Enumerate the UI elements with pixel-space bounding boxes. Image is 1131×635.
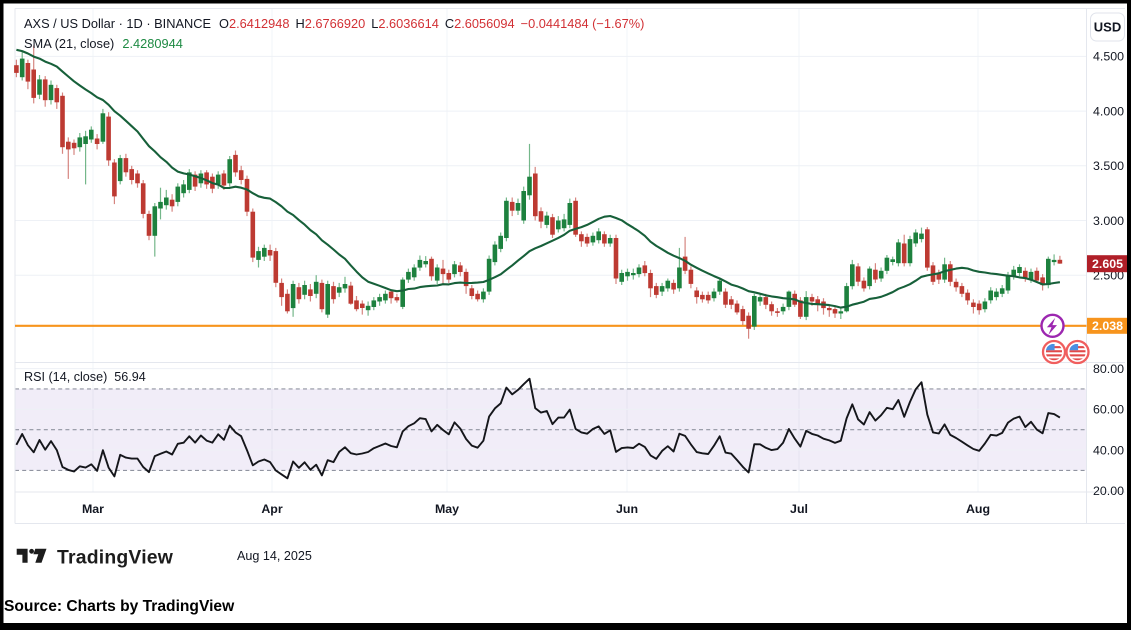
svg-text:SMA (21, close)2.4280944: SMA (21, close) 2.4280944 — [24, 36, 183, 51]
svg-text:May: May — [435, 502, 459, 516]
svg-text:4.500: 4.500 — [1093, 50, 1124, 64]
svg-text:Apr: Apr — [261, 502, 283, 516]
svg-text:40.00: 40.00 — [1093, 443, 1124, 457]
svg-text:2.038: 2.038 — [1092, 319, 1123, 333]
svg-text:4.000: 4.000 — [1093, 104, 1124, 118]
svg-text:USD: USD — [1094, 20, 1121, 35]
svg-text:Mar: Mar — [82, 502, 104, 516]
svg-text:2.605: 2.605 — [1092, 257, 1123, 271]
svg-text:AXS / US Dollar · 1D · BINANCE: AXS / US Dollar · 1D · BINANCE O2.6412948… — [24, 16, 644, 31]
svg-text:Jul: Jul — [790, 502, 808, 516]
svg-text:Aug: Aug — [966, 502, 990, 516]
svg-text:3.500: 3.500 — [1093, 159, 1124, 173]
svg-text:3.000: 3.000 — [1093, 214, 1124, 228]
svg-text:60.00: 60.00 — [1093, 403, 1124, 417]
svg-text:80.00: 80.00 — [1093, 362, 1124, 376]
svg-text:Aug 14, 2025: Aug 14, 2025 — [237, 549, 312, 563]
svg-text:Source: Charts by TradingView: Source: Charts by TradingView — [4, 598, 235, 615]
svg-text:TradingView: TradingView — [57, 547, 174, 569]
svg-text:20.00: 20.00 — [1093, 484, 1124, 498]
svg-text:RSI (14, close)56.94: RSI (14, close) 56.94 — [24, 370, 146, 384]
svg-text:Jun: Jun — [616, 502, 638, 516]
